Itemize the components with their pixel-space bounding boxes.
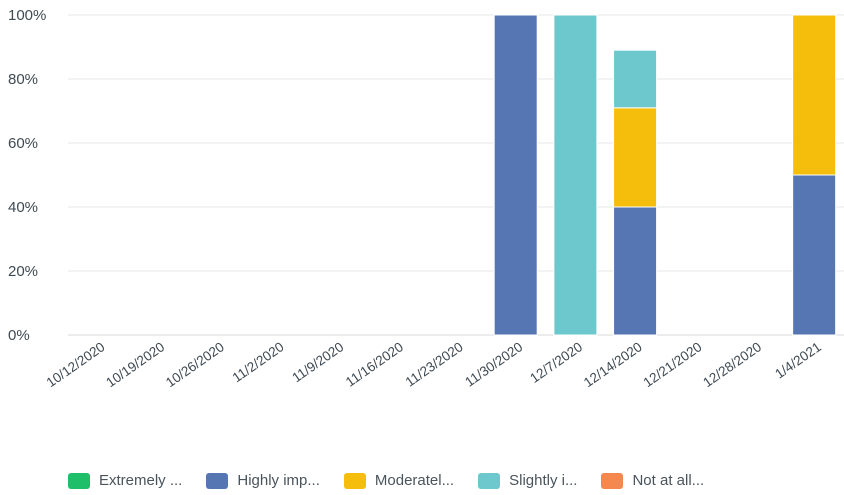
bar-segment[interactable] [792,174,837,336]
legend-label: Slightly i... [509,472,578,489]
x-tick-label: 12/21/2020 [641,339,705,390]
legend-item[interactable]: Moderatel... [343,472,455,489]
legend-swatch [68,472,90,489]
bar-segment[interactable] [493,14,538,336]
x-tick-label: 1/4/2021 [772,339,824,381]
y-tick-label: 20% [8,263,38,280]
legend-item[interactable]: Not at all... [601,472,704,489]
legend-swatch [343,472,366,489]
x-tick-label: 11/9/2020 [289,339,346,385]
y-tick-label: 60% [8,135,38,152]
x-tick-label: 11/30/2020 [462,339,525,389]
legend-item[interactable]: Extremely ... [68,472,182,489]
legend-label: Not at all... [632,472,705,489]
y-tick-label: 40% [8,199,38,216]
legend-label: Highly imp... [237,472,320,489]
x-tick-label: 10/19/2020 [103,339,167,390]
legend-swatch [601,472,624,489]
x-tick-label: 11/23/2020 [403,339,466,389]
x-tick-label: 12/7/2020 [527,339,585,386]
bar-segment[interactable] [553,14,598,336]
x-tick-label: 11/16/2020 [343,339,406,389]
legend: Extremely ... Highly imp... Moderatel... Sl… [68,472,728,489]
x-tick-label: 12/14/2020 [581,339,645,390]
legend-item[interactable]: Slightly i... [478,472,577,489]
y-tick-label: 100% [8,7,46,24]
gridlines [68,14,844,336]
x-tick-label: 10/12/2020 [44,339,108,390]
legend-swatch [478,472,501,489]
legend-item[interactable]: Highly imp... [206,472,320,489]
legend-swatch [206,472,229,489]
bar-segment[interactable] [613,49,658,109]
x-tick-label: 10/26/2020 [163,339,227,390]
legend-label: Extremely ... [99,472,183,489]
bar-segment[interactable] [613,206,658,336]
stacked-bar-chart: 0%20%40%60%80%100% 10/12/202010/19/20201… [8,7,844,390]
legend-label: Moderatel... [374,472,455,489]
bars [493,14,837,336]
bar-segment[interactable] [613,107,658,208]
x-tick-label: 11/2/2020 [230,339,287,385]
bar-segment[interactable] [792,14,837,176]
x-tick-label: 12/28/2020 [700,339,764,390]
y-tick-label: 0% [8,327,30,344]
y-tick-label: 80% [8,71,38,88]
y-axis-ticks: 0% 20% 40% 60% 80% 100% [8,7,46,344]
